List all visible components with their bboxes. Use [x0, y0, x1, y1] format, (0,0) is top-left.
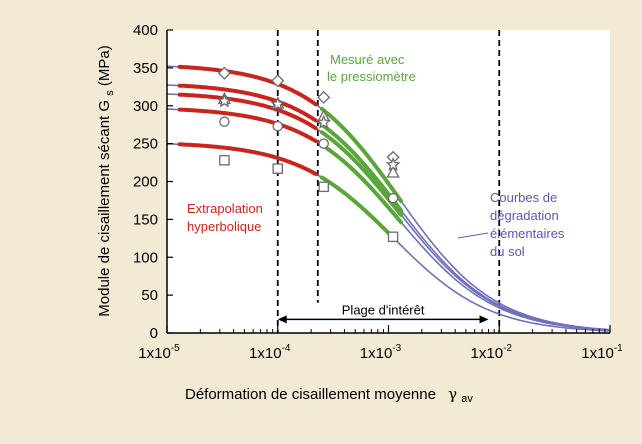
annotation-extrapolation-line1: Extrapolation: [187, 201, 263, 216]
marker-diamond-0-0: [217, 66, 231, 80]
measured-segment-3: [319, 142, 404, 225]
y-tick-label-200: 200: [133, 174, 158, 191]
range-arrow-head-right: [479, 315, 489, 324]
y-tick-label-400: 400: [133, 22, 158, 39]
x-tick-label-4: 1x10-1: [581, 343, 623, 362]
y-tick-label-150: 150: [133, 211, 158, 228]
range-arrow-head-left: [277, 315, 287, 324]
range-label-background: [333, 300, 434, 318]
y-ticks: 0 50 100 150 200 250 300 350 400: [133, 22, 173, 342]
x-tick-label-exponent: -2: [503, 343, 512, 354]
annotation-measured-line1: Mesuré avec: [330, 52, 405, 67]
annotation-measured-line2: le pressiomètre: [327, 69, 416, 84]
extrapolation-segment-3: [177, 107, 318, 143]
y-tick-label-250: 250: [133, 136, 158, 153]
x-tick-label-exponent: -1: [614, 343, 623, 354]
annotation-degradation-line1: Courbes de: [490, 190, 557, 205]
y-tick-label-0: 0: [150, 325, 158, 342]
x-tick-label-exponent: -4: [282, 343, 291, 354]
marker-square-4-1: [272, 163, 283, 174]
marker-circle-3-1: [272, 120, 283, 132]
measured-segment-0: [319, 106, 404, 204]
marker-circle-3-3: [387, 192, 399, 204]
y-axis-label-sub: s: [104, 90, 116, 96]
measured-segment-4: [319, 175, 396, 240]
marker-star-2-0: [216, 93, 232, 108]
extrapolation-segment-1: [177, 83, 318, 123]
extrapolation-segment-4: [177, 142, 318, 176]
y-tick-label-50: 50: [141, 287, 158, 304]
annotation-degradation-line3: élémentaires: [490, 226, 565, 241]
x-axis-label-symbol: γ: [448, 385, 457, 403]
marker-star-2-2: [316, 114, 332, 129]
x-tick-label-base: 1x10: [138, 345, 171, 362]
range-label: Plage d'intérêt: [342, 302, 425, 317]
annotation-degradation-line4: du sol: [490, 244, 525, 259]
y-axis-label: Module de cisaillement sécant G s (MPa): [96, 45, 117, 316]
x-tick-label-base: 1x10: [471, 345, 504, 362]
x-tick-label-exponent: -3: [392, 343, 401, 354]
x-axis-label-symbol-sub: av: [461, 393, 473, 405]
range-arrow: [277, 315, 489, 324]
x-axis-label-text: Déformation de cisaillement moyenne: [185, 386, 436, 403]
marker-diamond-0-2: [317, 90, 331, 104]
x-ticks: 1x10-5 1x10-4 1x10-3 1x10-2 1x10-1: [138, 325, 623, 362]
y-tick-label-100: 100: [133, 249, 158, 266]
x-tick-label-exponent: -5: [171, 343, 180, 354]
marker-square-4-2: [318, 181, 329, 193]
marker-triangle-1-3: [386, 165, 400, 178]
x-tick-label-3: 1x10-2: [471, 343, 513, 362]
x-tick-label-base: 1x10: [249, 345, 282, 362]
extrapolation-segment-0: [177, 64, 318, 107]
measured-segment-1: [319, 122, 404, 213]
y-axis-label-prefix: Module de cisaillement sécant G: [96, 100, 113, 317]
marker-square-4-3: [387, 231, 399, 243]
y-tick-label-350: 350: [133, 60, 158, 77]
x-tick-label-1: 1x10-4: [249, 343, 291, 362]
x-tick-label-base: 1x10: [360, 345, 393, 362]
extrapolation-segments: [177, 64, 318, 176]
x-tick-label-0: 1x10-5: [138, 343, 180, 362]
marker-star-2-1: [270, 96, 286, 111]
marker-star-2-3: [385, 156, 401, 172]
marker-square-4-0: [219, 155, 230, 166]
x-axis-label: Déformation de cisaillement moyenne γ av: [185, 385, 473, 405]
marker-circle-3-2: [318, 138, 329, 149]
marker-circle-3-0: [219, 116, 230, 127]
annotation-degradation-pointer: [457, 232, 489, 239]
annotation-extrapolation-line2: hyperbolique: [187, 219, 261, 234]
x-tick-label-base: 1x10: [581, 345, 614, 362]
extrapolation-segment-2: [177, 92, 318, 131]
y-axis-label-suffix: (MPa): [96, 45, 113, 86]
data-markers: [216, 66, 401, 243]
annotation-degradation-line2: dégradation: [490, 208, 559, 223]
x-tick-label-2: 1x10-3: [360, 343, 402, 362]
marker-diamond-0-1: [271, 74, 285, 88]
y-tick-label-300: 300: [133, 98, 158, 115]
